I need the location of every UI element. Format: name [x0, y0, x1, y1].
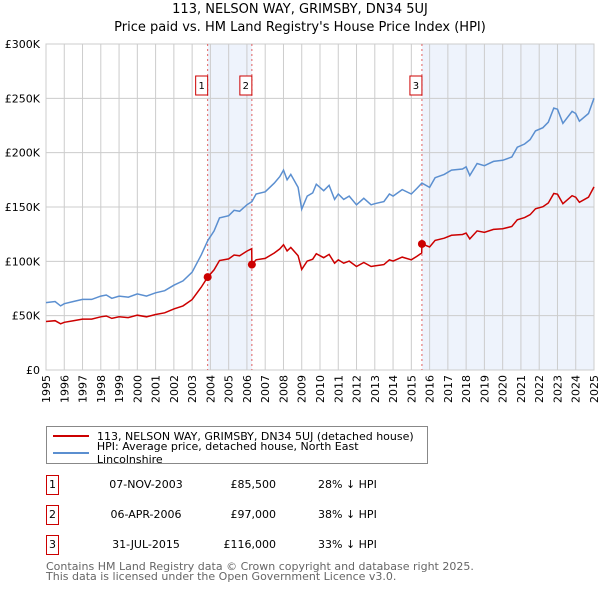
x-tick-label: 1996	[58, 375, 71, 403]
x-tick-label: 2007	[259, 375, 272, 403]
x-tick-label: 2001	[150, 375, 163, 403]
x-tick-label: 2019	[478, 375, 491, 403]
sale-label-box	[239, 75, 253, 96]
x-tick-label: 2013	[369, 375, 382, 403]
transaction-row: 3 31-JUL-2015 £116,000 33% ↓ HPI	[46, 535, 466, 555]
y-tick-label: £100K	[5, 255, 41, 268]
transaction-number: 1	[46, 475, 59, 495]
transaction-row: 1 07-NOV-2003 £85,500 28% ↓ HPI	[46, 475, 466, 495]
transaction-price: £85,500	[230, 478, 277, 491]
plot-border	[45, 43, 595, 371]
sale-label-box	[195, 75, 209, 96]
transaction-date: 31-JUL-2015	[112, 538, 180, 551]
x-tick-label: 2025	[588, 375, 600, 403]
y-tick-label: £0	[26, 364, 40, 377]
footer-licence: This data is licensed under the Open Gov…	[46, 570, 397, 583]
sale-label: 1	[198, 81, 204, 92]
x-tick-label: 1998	[95, 375, 108, 403]
legend-item-price: 113, NELSON WAY, GRIMSBY, DN34 5UJ (deta…	[53, 428, 414, 444]
sale-point	[417, 239, 426, 248]
transaction-hpi: 28% ↓ HPI	[318, 478, 377, 491]
y-tick-label: £300K	[5, 38, 41, 51]
transaction-date: 06-APR-2006	[110, 508, 182, 521]
legend: 113, NELSON WAY, GRIMSBY, DN34 5UJ (deta…	[46, 426, 428, 466]
legend-item-hpi: HPI: Average price, detached house, Nort…	[53, 440, 427, 466]
x-tick-label: 2023	[551, 375, 564, 403]
legend-swatch-hpi	[53, 452, 89, 454]
x-tick-label: 2017	[442, 375, 455, 403]
x-tick-label: 1997	[77, 375, 90, 403]
footer-copyright: Contains HM Land Registry data © Crown c…	[46, 560, 474, 573]
hpi-line	[45, 98, 595, 307]
x-tick-label: 2005	[223, 375, 236, 403]
transaction-price: £116,000	[223, 538, 277, 551]
sale-label-box	[409, 75, 423, 96]
sale-point	[203, 273, 212, 282]
y-tick-label: £150K	[5, 201, 41, 214]
x-tick-label: 2004	[204, 375, 217, 403]
sale-label: 2	[243, 81, 249, 92]
transaction-number: 3	[46, 535, 59, 555]
x-tick-label: 2024	[570, 375, 583, 403]
x-tick-label: 2003	[186, 375, 199, 403]
y-tick-label: £250K	[5, 92, 41, 105]
x-tick-label: 2009	[296, 375, 309, 403]
legend-label-price: 113, NELSON WAY, GRIMSBY, DN34 5UJ (deta…	[97, 429, 414, 443]
transaction-price: £97,000	[230, 508, 277, 521]
x-tick-label: 2006	[241, 375, 254, 403]
x-tick-label: 1999	[113, 375, 126, 403]
chart-title: 113, NELSON WAY, GRIMSBY, DN34 5UJ	[172, 2, 428, 17]
legend-label-hpi: HPI: Average price, detached house, Nort…	[96, 440, 359, 466]
price-chart: 1995 1996 1997 1998 1999 2000 2001 2002 2003 2004…	[5, 38, 600, 403]
x-tick-label: 2014	[387, 375, 400, 403]
x-tick-label: 2022	[533, 375, 546, 403]
x-tick-label: 2002	[168, 375, 181, 403]
x-tick-label: 2008	[277, 375, 290, 403]
x-tick-label: 2010	[314, 375, 327, 403]
transaction-row: 2 06-APR-2006 £97,000 38% ↓ HPI	[46, 505, 466, 525]
transaction-hpi: 33% ↓ HPI	[318, 538, 377, 551]
x-tick-label: 2011	[332, 375, 345, 403]
x-tick-label: 2015	[405, 375, 418, 403]
price-paid-line	[45, 186, 595, 325]
chart-subtitle: Price paid vs. HM Land Registry's House …	[114, 20, 486, 35]
sale-point	[247, 260, 256, 269]
x-tick-label: 2000	[131, 375, 144, 403]
transaction-number: 2	[46, 505, 59, 525]
sale-label: 3	[413, 81, 419, 92]
transaction-date: 07-NOV-2003	[109, 478, 183, 491]
x-tick-label: 2021	[515, 375, 528, 403]
legend-swatch-price	[53, 435, 89, 437]
x-tick-label: 2016	[424, 375, 437, 403]
x-tick-label: 2018	[460, 375, 473, 403]
x-tick-label: 1995	[40, 375, 53, 403]
y-tick-label: £50K	[12, 310, 41, 323]
transaction-hpi: 38% ↓ HPI	[318, 508, 377, 521]
x-tick-label: 2020	[497, 375, 510, 403]
x-tick-label: 2012	[351, 375, 364, 403]
y-tick-label: £200K	[5, 147, 41, 160]
